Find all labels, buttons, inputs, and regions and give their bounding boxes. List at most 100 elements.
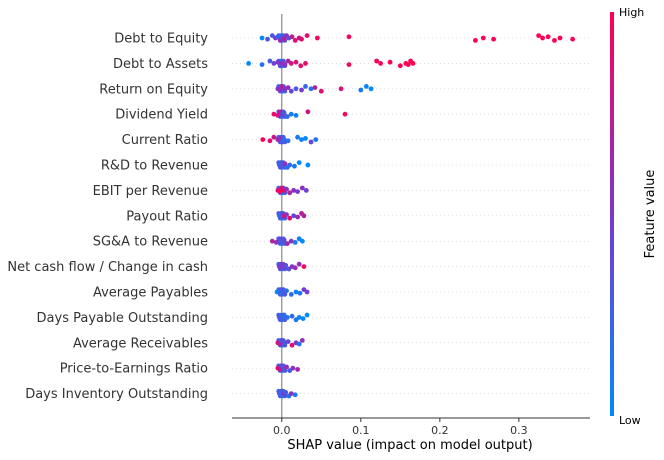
shap-point [296,160,302,166]
shap-point [387,59,393,65]
feature-labels: Debt to Equity Debt to Assets Return on Eq… [7,32,208,403]
shap-point [304,312,310,318]
shap-point [295,214,300,220]
shap-point [293,289,299,295]
shap-point [277,87,283,93]
shap-point [313,137,319,143]
shap-point [275,113,281,118]
feature-row-points [274,287,310,297]
shap-point [368,86,374,92]
shap-point [277,136,283,141]
shap-point [293,86,299,92]
shap-point [292,38,298,43]
shap-point [305,162,311,168]
shap-point [283,390,289,395]
x-tick-label: 0.0 [273,424,291,437]
shap-point [410,61,416,66]
shap-point [271,111,277,117]
shap-point [296,315,302,320]
shap-point [312,85,318,90]
shap-point [298,63,304,69]
shap-point [405,62,411,67]
shap-point [291,188,297,193]
feature-row-points [276,211,307,221]
shap-point [284,241,290,247]
shap-point [346,34,352,40]
shap-point [299,36,304,42]
shap-point [288,61,294,66]
shap-point [273,240,279,245]
shap-point [284,186,289,192]
shap-point [284,364,289,370]
shap-point [308,139,314,145]
shap-point [284,212,289,218]
feature-label: Debt to Assets [113,57,208,72]
shap-point [271,134,277,140]
shap-point [358,87,364,93]
shap-point [284,288,289,294]
x-tick-label: 0.3 [510,424,528,437]
feature-row-points [271,109,348,119]
shap-point [342,111,348,117]
feature-label: SG&A to Revenue [93,235,208,250]
feature-row-points [276,160,311,170]
shap-point [287,215,293,221]
x-axis: 0.0 0.1 0.2 0.3 [232,417,590,437]
shap-point [295,367,300,372]
feature-label: Dividend Yield [115,108,208,123]
feature-label: Return on Equity [99,82,208,97]
shap-point [281,110,287,116]
shap-point [292,163,297,169]
shap-point [287,190,293,196]
shap-point [292,392,298,398]
shap-point [281,36,287,42]
shap-point [473,38,478,43]
shap-point [301,264,307,269]
feature-row-points [246,58,416,69]
x-tick-label: 0.1 [352,424,370,437]
feature-label: EBIT per Revenue [93,184,208,199]
shap-point [288,111,294,117]
feature-label: Days Inventory Outstanding [25,387,208,402]
shap-point [282,161,288,167]
shap-point [297,290,303,296]
shap-point [288,238,294,244]
feature-row-points [275,185,309,196]
colorbar: High Low Feature value [610,6,658,427]
shap-point [557,35,563,41]
shap-point [259,35,265,41]
shap-point [292,240,298,245]
shap-point [281,237,287,243]
shap-point [545,34,551,40]
x-tick-label: 0.2 [431,424,449,437]
shap-point [303,188,309,193]
colorbar-low-label: Low [619,414,641,427]
shap-point [540,35,545,41]
feature-label: Current Ratio [122,133,208,148]
feature-row-points [276,261,307,272]
shap-point [536,33,542,38]
shap-point [285,339,291,344]
shap-point [267,58,273,64]
shap-point [275,59,281,65]
shap-point [289,342,295,348]
colorbar-gradient [610,12,614,416]
shap-point [303,61,308,66]
shap-point [303,84,308,89]
feature-row-points [259,33,576,43]
shap-point [292,265,298,271]
feature-label: R&D to Revenue [101,159,208,174]
shap-point [277,290,283,296]
shap-point [288,88,294,94]
shap-point [279,316,285,321]
feature-row-points [260,134,319,145]
shap-point [288,292,294,297]
shap-point [285,85,291,90]
shap-point [289,34,295,40]
feature-label: Average Payables [93,286,208,301]
shap-point [277,189,283,195]
shap-point [271,61,277,66]
feature-label: Net cash flow / Change in cash [7,260,208,275]
shap-point [290,365,296,371]
